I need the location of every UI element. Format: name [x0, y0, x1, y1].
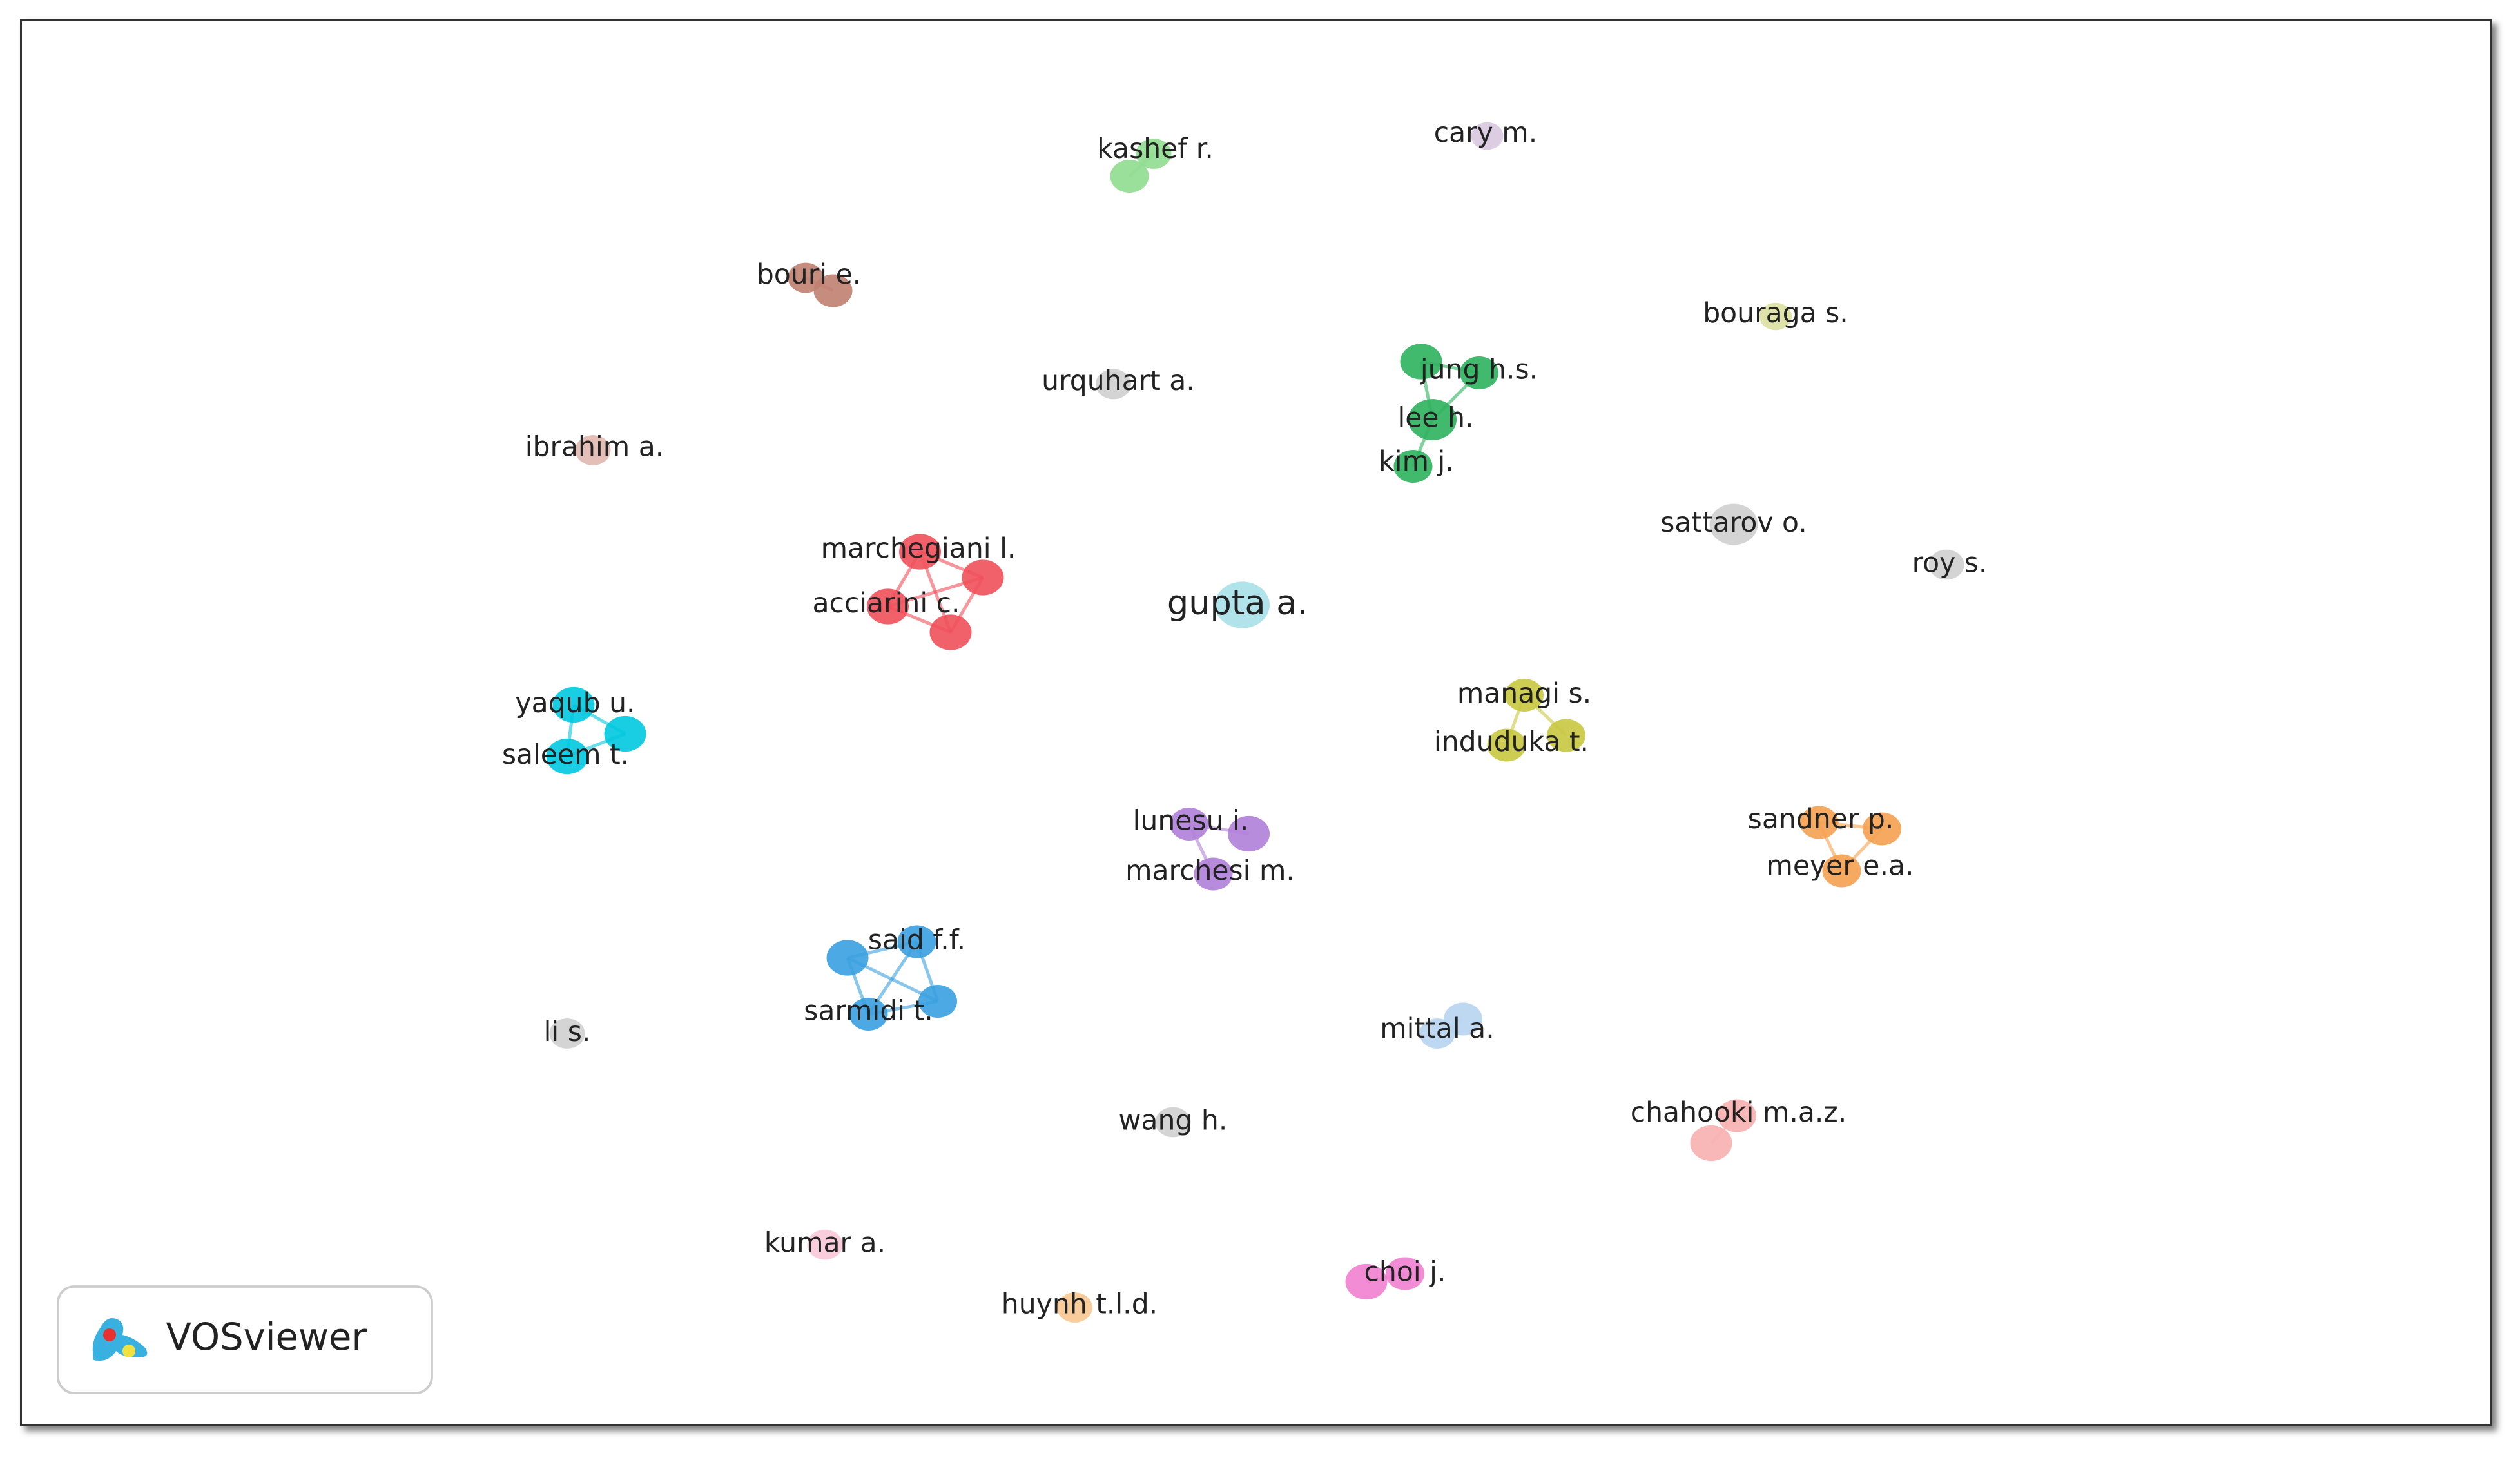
node-circle: [1444, 1002, 1482, 1036]
node-circle: [1393, 450, 1433, 483]
node-circle: [1155, 1107, 1191, 1138]
node-circle: [1690, 1125, 1732, 1162]
node-circle: [1228, 815, 1270, 852]
node-circle: [1386, 1257, 1424, 1290]
node-circle: [1718, 1099, 1756, 1132]
node-circle: [899, 534, 941, 570]
node-label: wang h.: [1119, 1105, 1228, 1137]
node-circle: [867, 588, 909, 625]
node-circle: [807, 1229, 843, 1260]
node-label: jung h.s.: [1420, 355, 1538, 386]
node-circle: [1400, 344, 1442, 380]
node-label: sattarov o.: [1660, 507, 1807, 539]
logo-text: VOSviewer: [166, 1316, 367, 1359]
nodes: kashef r. cary m. bouri e. bouraga s. urquha…: [502, 117, 1988, 1323]
node-circle: [1799, 806, 1839, 839]
node-circle: [604, 715, 646, 752]
node-label: choi j.: [1364, 1257, 1446, 1288]
node-circle: [1928, 549, 1964, 580]
node-circle: [1709, 503, 1758, 545]
node-label: managi s.: [1457, 678, 1591, 710]
node-label: marchesi m.: [1125, 855, 1295, 887]
node-label: gupta a.: [1167, 583, 1308, 623]
node-circle: [849, 998, 888, 1031]
node-circle: [1096, 369, 1131, 400]
node-circle: [929, 614, 972, 650]
node-label: lunesu i.: [1133, 806, 1249, 837]
node-label: kashef r.: [1097, 133, 1214, 165]
node-circle: [546, 738, 588, 775]
node-label: chahooki m.a.z.: [1631, 1097, 1847, 1129]
node-circle: [552, 686, 595, 723]
node-label: kumar a.: [764, 1228, 886, 1259]
node-label: meyer e.a.: [1766, 851, 1914, 882]
node-circle: [1471, 122, 1504, 150]
node-circle: [1822, 854, 1861, 888]
node-circle: [1863, 812, 1901, 846]
node-circle: [549, 1018, 585, 1049]
node-circle: [788, 262, 824, 293]
node-label: ibrahim a.: [525, 432, 664, 463]
node-circle: [1345, 1263, 1388, 1300]
node-circle: [1487, 728, 1526, 762]
node-label: bouraga s.: [1703, 298, 1848, 329]
node-circle: [826, 940, 869, 976]
node-label: roy s.: [1912, 548, 1988, 579]
node-circle: [575, 435, 611, 465]
node-circle: [813, 274, 853, 307]
node-label: bouri e.: [757, 259, 861, 291]
node-label: li s.: [544, 1016, 591, 1048]
node-label: sandner p.: [1748, 804, 1894, 835]
node-label: kim j.: [1379, 446, 1454, 478]
node-label: sarmidi t.: [804, 996, 933, 1027]
node-label: urquhart a.: [1042, 365, 1195, 397]
node-label: mittal a.: [1380, 1013, 1494, 1045]
node-circle: [1759, 302, 1792, 331]
node-circle: [1215, 581, 1270, 628]
node-label: acciarini c.: [812, 588, 960, 619]
node-circle: [1460, 356, 1498, 389]
frame: [20, 19, 2492, 1426]
node-label: induduka t.: [1434, 726, 1589, 758]
node-label: yaqub u.: [515, 688, 635, 719]
node-circle: [897, 925, 936, 958]
node-circle: [1057, 1292, 1092, 1323]
node-label: said f.f.: [868, 925, 965, 957]
node-circle: [1110, 160, 1149, 193]
node-circle: [918, 985, 957, 1018]
node-label: saleem t.: [502, 739, 629, 771]
logo[interactable]: VOSviewer: [57, 1285, 433, 1394]
node-circle: [962, 559, 1004, 596]
node-circle: [1408, 399, 1457, 440]
logo-icon-dot: [122, 1345, 135, 1357]
node-circle: [1194, 857, 1233, 891]
node-label: lee h.: [1397, 403, 1473, 434]
node-circle: [1505, 679, 1544, 712]
node-label: marchegiani l.: [821, 533, 1016, 565]
node-label: huynh t.l.d.: [1002, 1289, 1158, 1321]
node-circle: [1136, 139, 1172, 169]
node-circle: [1170, 808, 1208, 841]
node-label: cary m.: [1434, 117, 1537, 149]
node-circle: [1547, 719, 1585, 752]
logo-box[interactable]: [57, 1285, 433, 1394]
logo-icon-dot: [103, 1328, 116, 1341]
